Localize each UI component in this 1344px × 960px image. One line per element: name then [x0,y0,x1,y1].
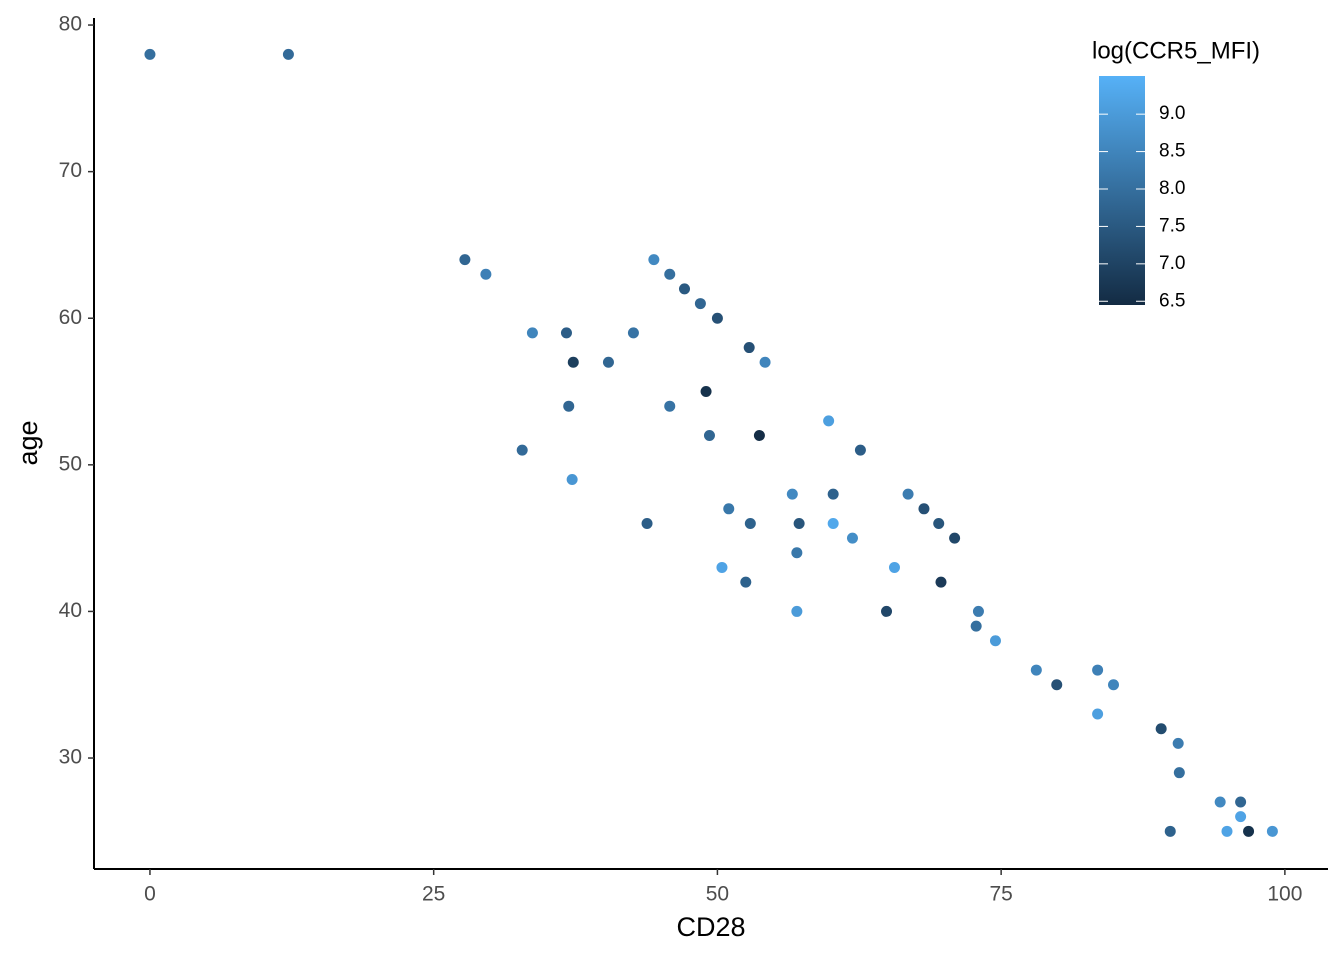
point [827,517,839,529]
point [1155,723,1167,735]
point [791,605,803,617]
point [1235,796,1247,808]
point [602,356,614,368]
y-tick-label: 50 [59,452,82,475]
point [972,605,984,617]
point [846,532,858,544]
point [700,386,712,398]
point [560,327,572,339]
legend-label: 9.0 [1159,103,1185,124]
point [793,517,805,529]
point [1164,825,1176,837]
point [753,430,765,442]
legend-label: 8.5 [1159,141,1185,162]
point [970,620,982,632]
point [144,48,156,60]
point [723,503,735,515]
point [526,327,538,339]
point [823,415,835,427]
legend-label: 7.0 [1159,253,1185,274]
point [1173,767,1185,779]
point [791,547,803,559]
x-tick-label: 50 [706,883,729,906]
legend-label: 8.0 [1159,178,1185,199]
x-tick-label: 0 [144,883,156,906]
point [694,298,706,310]
point [516,444,528,456]
point [1030,664,1042,676]
legend-label: 6.5 [1159,290,1185,311]
point [744,517,756,529]
point [1214,796,1226,808]
point [664,268,676,280]
point [918,503,930,515]
point [1266,825,1278,837]
point [1051,679,1063,691]
point [888,561,900,573]
x-tick-label: 75 [989,883,1012,906]
point [711,312,723,324]
point [641,517,653,529]
x-tick-label: 100 [1267,883,1302,906]
point [703,430,715,442]
point [743,342,755,354]
point [716,561,728,573]
point [827,488,839,500]
point [989,635,1001,647]
legend-title: log(CCR5_MFI) [1092,37,1260,64]
legend-label: 7.5 [1159,215,1185,236]
point [902,488,914,500]
point [459,254,471,266]
point [648,254,660,266]
point [786,488,798,500]
x-tick-label: 25 [422,883,445,906]
y-tick-label: 40 [59,599,82,622]
point [1172,737,1184,749]
point [1092,708,1104,720]
point [566,473,578,485]
point [935,576,947,588]
y-tick-label: 70 [59,159,82,182]
point [627,327,639,339]
point [949,532,961,544]
point [933,517,945,529]
point [480,268,492,280]
y-tick-label: 80 [59,13,82,36]
point [567,356,579,368]
x-axis-title: CD28 [676,912,745,942]
point [1235,811,1247,823]
point [881,605,893,617]
point [854,444,866,456]
point [1221,825,1233,837]
point [1092,664,1104,676]
point [678,283,690,295]
y-axis-title: age [13,420,43,465]
point [759,356,771,368]
y-tick-label: 60 [59,306,82,329]
point [740,576,752,588]
point [1243,825,1255,837]
point [1107,679,1119,691]
point [664,400,676,412]
point [282,48,294,60]
point [563,400,575,412]
colorbar [1099,76,1145,305]
y-tick-label: 30 [59,746,82,769]
